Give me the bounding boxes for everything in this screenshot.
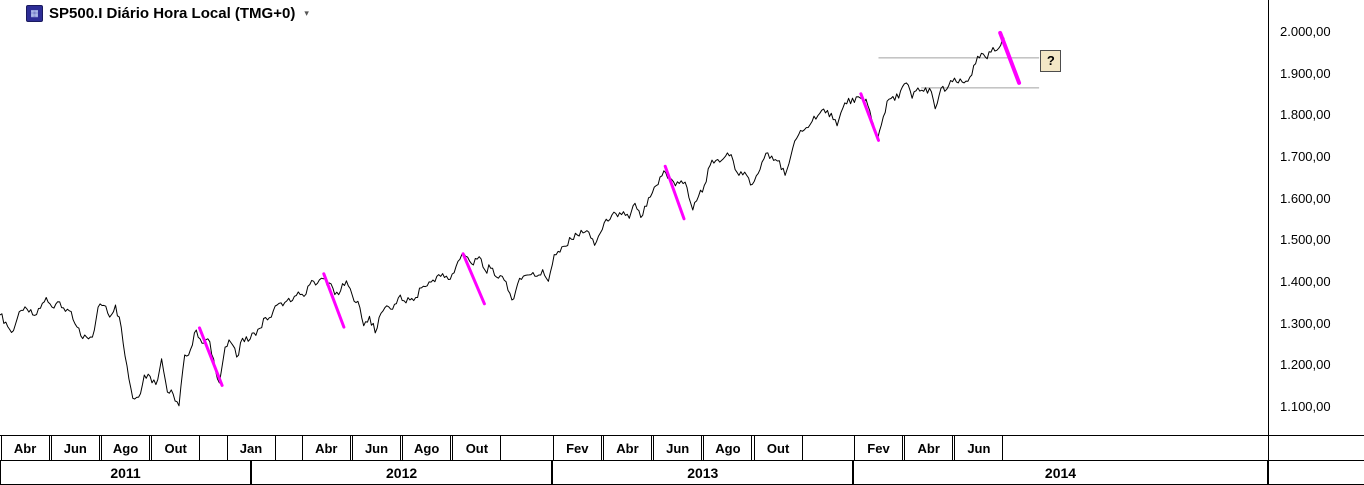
month-tick-cell: Out xyxy=(452,436,502,460)
year-cell: 2012 xyxy=(251,461,553,484)
title-dropdown-icon[interactable]: ▾ xyxy=(304,8,309,18)
correction-trendline xyxy=(198,326,224,387)
price-tick-label: 1.500,00 xyxy=(1280,232,1331,248)
month-tick-cell: Out xyxy=(151,436,201,460)
year-cell: 2013 xyxy=(552,461,854,484)
instrument-icon: ▦ xyxy=(26,5,43,22)
month-tick-cell: Abr xyxy=(904,436,954,460)
price-tick-label: 1.700,00 xyxy=(1280,149,1331,165)
axis-separator-line xyxy=(1268,0,1269,484)
price-tick-label: 1.900,00 xyxy=(1280,65,1331,81)
chart-title: SP500.I Diário Hora Local (TMG+0) xyxy=(49,5,296,22)
month-tick-cell: Ago xyxy=(703,436,753,460)
chart-plot-area[interactable]: ▦ SP500.I Diário Hora Local (TMG+0) ▾ ? xyxy=(0,0,1268,435)
month-tick-cell: Abr xyxy=(301,436,351,460)
correction-trendline xyxy=(322,272,346,329)
price-line xyxy=(0,37,1005,407)
month-tick-cell: Jan xyxy=(226,436,276,460)
price-tick-label: 1.300,00 xyxy=(1280,315,1331,331)
month-tick-cell: Abr xyxy=(0,436,50,460)
months-axis-row[interactable]: Abr Jun Ago Out Jan Abr Jun Ago Out Fev Abr Jun Ago O… xyxy=(0,435,1364,461)
year-cell: 2014 xyxy=(853,461,1268,484)
month-tick-cell: Out xyxy=(753,436,803,460)
price-axis[interactable]: 2.000,00 1.900,00 1.800,00 1.700,00 1.600,00… xyxy=(1269,0,1364,461)
month-tick-cell: Ago xyxy=(101,436,150,460)
month-tick-cell: Jun xyxy=(352,436,401,460)
month-tick-cell: Abr xyxy=(603,436,652,460)
month-tick-cell: Jun xyxy=(653,436,703,460)
price-tick-label: 1.100,00 xyxy=(1280,399,1331,415)
price-tick-label: 1.600,00 xyxy=(1280,190,1331,206)
correction-trendline xyxy=(663,164,686,221)
price-tick-label: 1.800,00 xyxy=(1280,107,1331,123)
question-annotation[interactable]: ? xyxy=(1040,49,1062,72)
chart-grid-glyph: ▦ xyxy=(30,8,39,18)
years-axis-row[interactable]: 2011 2012 2013 2014 xyxy=(0,461,1364,485)
month-tick-cell: Fev xyxy=(552,436,602,460)
correction-trendline xyxy=(859,92,880,142)
month-tick-cell: Jun xyxy=(50,436,100,460)
month-tick-cell: Ago xyxy=(402,436,452,460)
year-cell: 2011 xyxy=(0,461,251,484)
price-tick-label: 1.400,00 xyxy=(1280,274,1331,290)
question-annotation-text: ? xyxy=(1046,53,1055,69)
correction-trendline xyxy=(461,252,486,306)
price-tick-label: 2.000,00 xyxy=(1280,24,1331,40)
correction-trendline xyxy=(998,30,1022,85)
price-series-svg xyxy=(0,30,1040,407)
month-tick-cell: Fev xyxy=(854,436,903,460)
chart-title-bar: ▦ SP500.I Diário Hora Local (TMG+0) ▾ xyxy=(26,5,309,22)
month-tick-cell: Jun xyxy=(954,436,1004,460)
price-tick-label: 1.200,00 xyxy=(1280,357,1331,373)
